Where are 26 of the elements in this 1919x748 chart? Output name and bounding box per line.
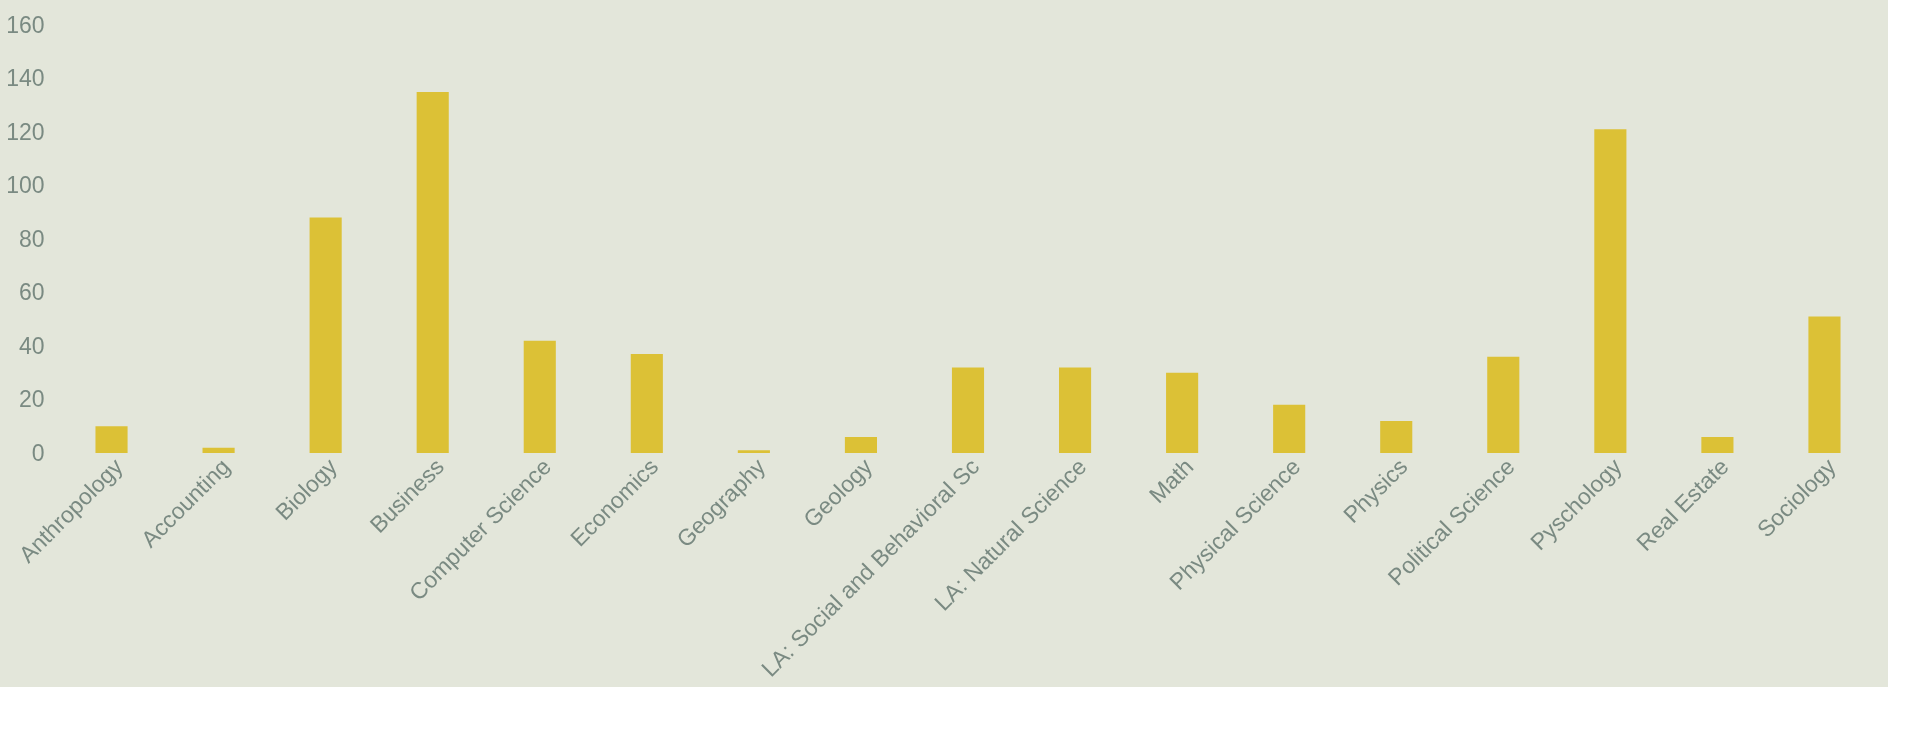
- bar: [1701, 436, 1734, 453]
- bar: [1166, 372, 1199, 453]
- y-tick-label: 80: [18, 225, 45, 252]
- bar: [1380, 420, 1413, 453]
- y-tick-label: 0: [31, 439, 45, 466]
- y-tick-label: 140: [6, 65, 45, 91]
- bar: [1059, 367, 1092, 453]
- bar: [202, 447, 235, 453]
- bar: [1273, 404, 1306, 453]
- bar: [630, 354, 663, 453]
- y-tick-label: 100: [6, 172, 45, 198]
- y-tick-label: 40: [18, 332, 45, 359]
- bar: [951, 367, 985, 453]
- y-tick-label: 120: [6, 118, 45, 145]
- y-tick-label: 60: [18, 279, 45, 305]
- bar: [416, 91, 449, 453]
- bar: [1594, 129, 1627, 453]
- bar: [523, 340, 556, 453]
- bar: [309, 217, 342, 453]
- bar: [1487, 356, 1520, 453]
- y-tick-label: 20: [18, 386, 45, 412]
- y-tick-label: 160: [6, 11, 45, 38]
- bar: [844, 436, 877, 453]
- bar: [95, 426, 128, 453]
- bar: [1808, 316, 1841, 453]
- bar: [737, 450, 770, 453]
